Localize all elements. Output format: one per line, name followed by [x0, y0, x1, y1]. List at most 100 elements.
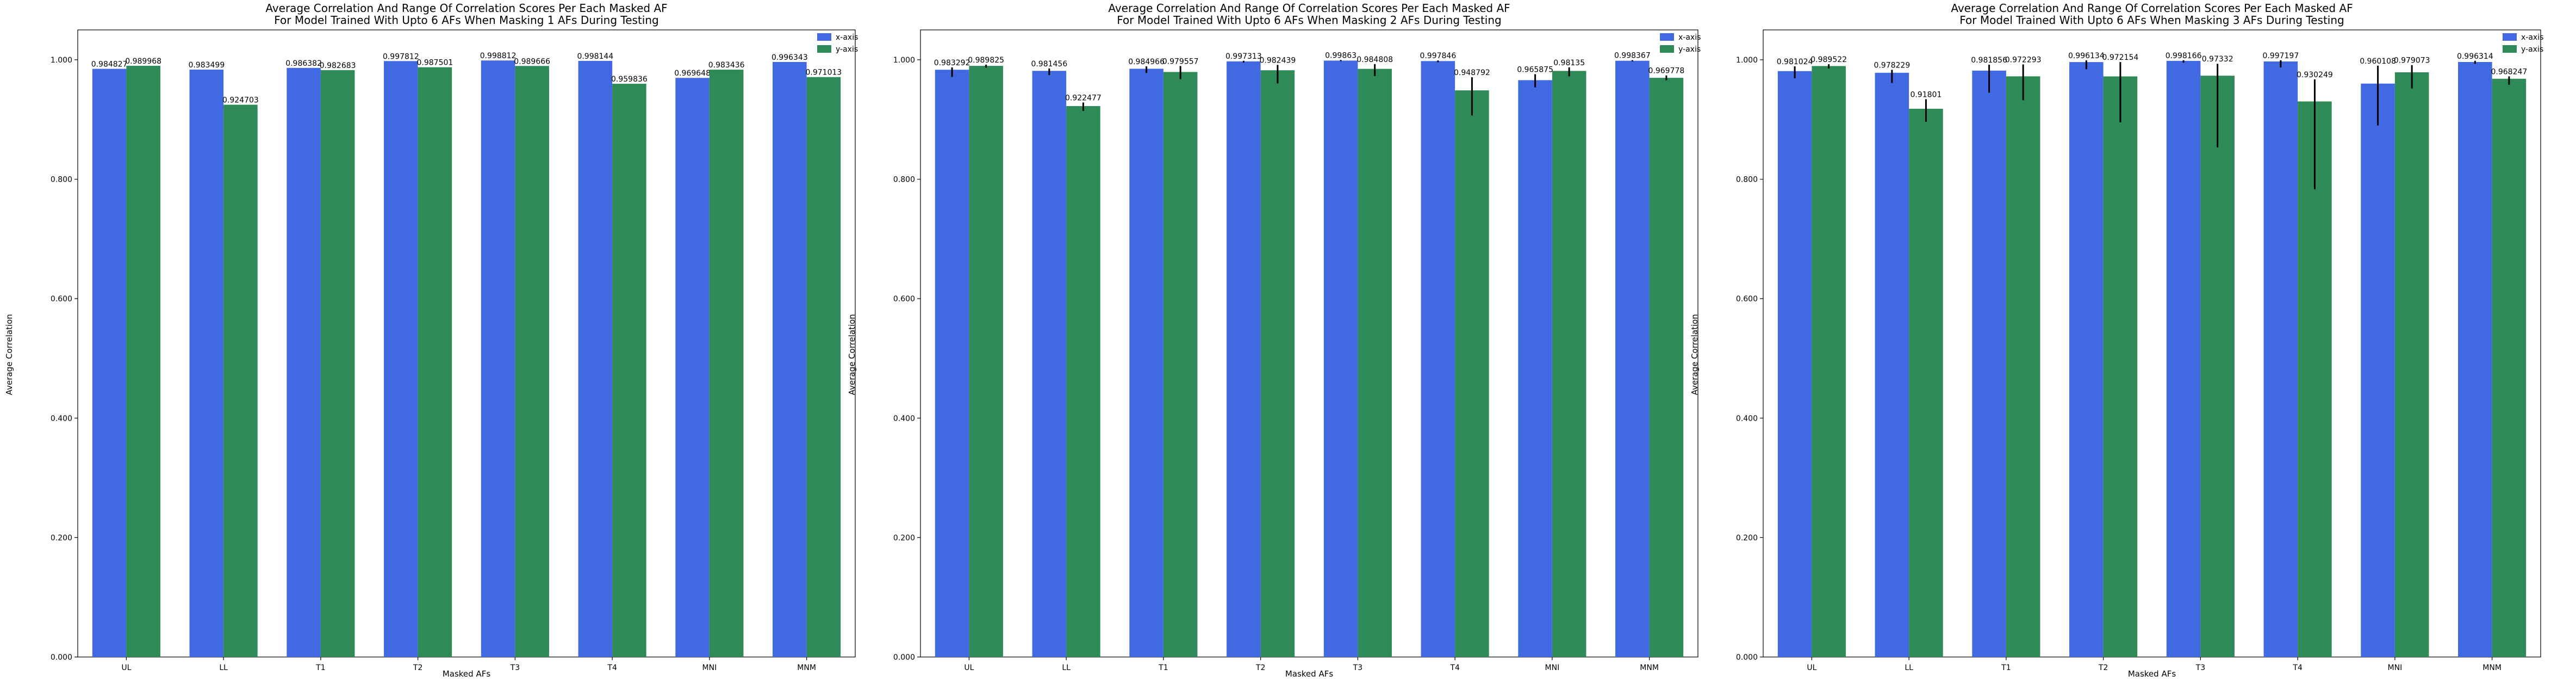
value-label-x-axis-T1: 0.984966	[1128, 58, 1165, 66]
legend-swatch-y-axis	[817, 45, 831, 53]
bar-x-axis-MNI	[2361, 83, 2395, 658]
bar-y-axis-LL	[1909, 108, 1943, 657]
value-label-y-axis-T1: 0.979557	[1162, 57, 1199, 66]
y-tick-label: 0.400	[51, 414, 72, 423]
bar-y-axis-T3	[2200, 76, 2235, 658]
legend-swatch-x-axis	[2503, 33, 2517, 41]
y-tick-label: 0.000	[51, 653, 72, 662]
y-tick-label: 0.000	[893, 653, 915, 662]
value-label-y-axis-UL: 0.989825	[968, 56, 1004, 65]
value-label-x-axis-T2: 0.997313	[1225, 52, 1262, 61]
y-tick-label: 1.000	[893, 56, 915, 65]
bar-y-axis-UL	[126, 65, 160, 657]
value-label-y-axis-T1: 0.972293	[2005, 55, 2042, 64]
x-tick-label: MNM	[1640, 664, 1659, 672]
x-axis-label: Masked AFs	[1285, 669, 1334, 679]
x-tick-label: MNI	[1545, 664, 1560, 672]
bar-y-axis-UL	[1812, 66, 1846, 657]
x-tick-label: LL	[1062, 664, 1071, 672]
bar-y-axis-MNM	[2492, 78, 2527, 657]
bar-y-axis-T2	[1260, 70, 1295, 657]
x-tick-label: MNI	[702, 664, 717, 672]
value-label-y-axis-T3: 0.984808	[1357, 55, 1393, 64]
value-label-x-axis-MNM: 0.996314	[2457, 52, 2493, 61]
bar-y-axis-T3	[1358, 69, 1392, 657]
chart-title-line-2: For Model Trained With Upto 6 AFs When M…	[1959, 14, 2344, 27]
plot-area: 0.000 0.200 0.400 0.600 0.800 1.000 UL 0.983292…	[893, 29, 1701, 672]
value-label-x-axis-T3: 0.998166	[2166, 52, 2202, 60]
bar-y-axis-MNI	[2394, 72, 2429, 657]
x-tick-label: T1	[315, 664, 325, 672]
value-label-x-axis-T2: 0.996134	[2068, 52, 2105, 60]
bar-x-axis-MNM	[2458, 61, 2492, 657]
x-tick-label: T1	[2001, 664, 2011, 672]
y-tick-label: 0.800	[51, 176, 72, 184]
value-label-y-axis-T3: 0.97332	[2202, 55, 2233, 64]
y-tick-label: 0.400	[1736, 414, 1758, 423]
value-label-x-axis-MNI: 0.965875	[1517, 65, 1553, 74]
value-label-y-axis-MNI: 0.983436	[708, 61, 745, 70]
bar-y-axis-MNI	[1552, 71, 1586, 657]
value-label-y-axis-LL: 0.924703	[222, 96, 259, 105]
x-tick-label: T2	[413, 664, 422, 672]
y-tick-label: 0.800	[893, 176, 915, 184]
y-tick-label: 0.000	[1736, 653, 1758, 662]
chart-panel-masking-2: Average Correlation And Range Of Correla…	[847, 2, 1701, 679]
bar-y-axis-MNM	[1649, 78, 1684, 657]
x-tick-label: T2	[2098, 664, 2108, 672]
y-tick-label: 0.600	[893, 295, 915, 303]
value-label-y-axis-T4: 0.930249	[2297, 71, 2333, 79]
value-label-x-axis-LL: 0.981456	[1031, 60, 1067, 69]
bar-x-axis-T2	[2069, 62, 2104, 657]
x-tick-label: T2	[1255, 664, 1265, 672]
x-tick-label: UL	[1807, 664, 1816, 672]
value-label-y-axis-T2: 0.987501	[417, 59, 453, 67]
value-label-y-axis-MNI: 0.979073	[2394, 57, 2430, 65]
bar-x-axis-UL	[1777, 71, 1812, 658]
value-label-y-axis-LL: 0.922477	[1065, 94, 1102, 102]
bar-x-axis-MNI	[1518, 80, 1552, 658]
bar-y-axis-T1	[1163, 72, 1198, 657]
y-tick-label: 0.200	[51, 534, 72, 542]
value-label-y-axis-T3: 0.989666	[514, 57, 550, 66]
y-tick-label: 0.400	[893, 414, 915, 423]
bar-x-axis-MNM	[773, 61, 807, 657]
bar-y-axis-T1	[2006, 76, 2040, 657]
y-axis-label: Average Correlation	[1690, 314, 1700, 395]
bar-x-axis-LL	[1875, 72, 1909, 657]
bar-x-axis-T3	[481, 60, 515, 657]
bar-x-axis-LL	[1032, 71, 1067, 658]
y-tick-label: 1.000	[51, 56, 72, 65]
y-tick-label: 0.600	[1736, 295, 1758, 303]
axes-frame	[920, 29, 1698, 658]
x-tick-label: T4	[2292, 664, 2303, 672]
value-label-y-axis-UL: 0.989968	[125, 57, 161, 66]
value-label-y-axis-T4: 0.948792	[1454, 69, 1490, 77]
legend-swatch-x-axis	[1660, 33, 1674, 41]
value-label-x-axis-T2: 0.997812	[383, 52, 419, 61]
axes-frame	[77, 29, 856, 658]
value-label-y-axis-MNM: 0.971013	[806, 69, 842, 77]
chart-title-line-1: Average Correlation And Range Of Correla…	[265, 2, 667, 15]
bar-x-axis-T2	[384, 61, 418, 658]
value-label-x-axis-MNM: 0.998367	[1614, 52, 1651, 60]
x-tick-label: T3	[510, 664, 520, 672]
value-label-x-axis-T3: 0.99863	[1325, 51, 1357, 60]
bar-x-axis-T2	[1227, 61, 1261, 657]
bar-x-axis-MNM	[1615, 60, 1650, 657]
x-tick-label: LL	[1905, 664, 1913, 672]
legend-swatch-y-axis	[2503, 45, 2517, 53]
chart-panel-masking-3: Average Correlation And Range Of Correla…	[1690, 2, 2543, 679]
legend-label-x-axis: x-axis	[836, 33, 858, 42]
legend-label-y-axis: y-axis	[836, 45, 858, 54]
bar-x-axis-T3	[1323, 60, 1358, 657]
value-label-x-axis-UL: 0.984827	[91, 60, 128, 69]
value-label-y-axis-T4: 0.959836	[611, 75, 648, 84]
bar-x-axis-T1	[287, 67, 321, 657]
bar-x-axis-T3	[2166, 60, 2201, 657]
value-label-x-axis-UL: 0.981024	[1777, 58, 1813, 66]
value-label-x-axis-UL: 0.983292	[934, 59, 970, 67]
value-label-y-axis-MNM: 0.968247	[2491, 67, 2528, 76]
legend-label-y-axis: y-axis	[1678, 45, 1701, 54]
